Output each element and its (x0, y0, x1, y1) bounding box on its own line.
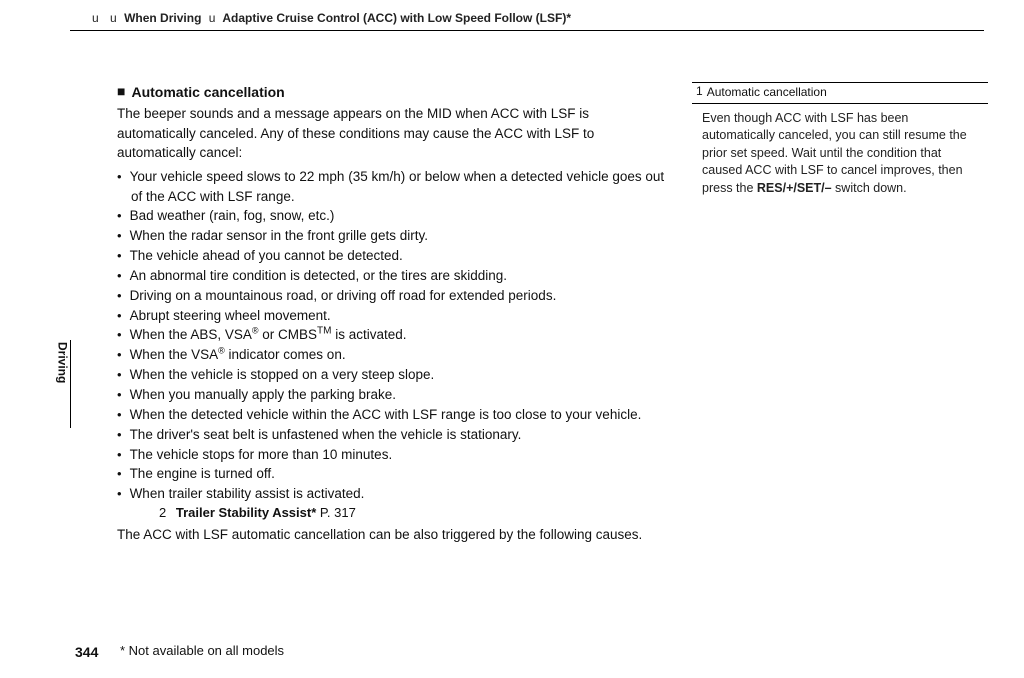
list-item: The engine is turned off. (117, 464, 665, 484)
breadcrumb-sep: u (209, 11, 216, 25)
sidebar-title: Automatic cancellation (707, 85, 827, 99)
list-item: Your vehicle speed slows to 22 mph (35 k… (117, 167, 665, 206)
breadcrumb-when-driving: When Driving (124, 11, 201, 25)
list-item: An abnormal tire condition is detected, … (117, 266, 665, 286)
list-item: When the vehicle is stopped on a very st… (117, 365, 665, 385)
sidebar-title-row: 1 Automatic cancellation (692, 82, 988, 104)
list-item: Driving on a mountainous road, or drivin… (117, 286, 665, 306)
list-item: When the VSA® indicator comes on. (117, 345, 665, 365)
list-item: The vehicle ahead of you cannot be detec… (117, 246, 665, 266)
list-item: When the detected vehicle within the ACC… (117, 405, 665, 425)
list-item: When you manually apply the parking brak… (117, 385, 665, 405)
page-number: 344 (75, 642, 98, 662)
breadcrumb-sep: u (92, 11, 99, 25)
list-item: When the ABS, VSA® or CMBSTM is activate… (117, 325, 665, 345)
heading-square-icon: ■ (117, 81, 125, 101)
sidebar-body: Even though ACC with LSF has been automa… (692, 104, 988, 204)
list-item: Abrupt steering wheel movement. (117, 306, 665, 326)
list-item: When trailer stability assist is activat… (117, 484, 665, 504)
xref-arrow-icon: 2 (159, 505, 166, 520)
main-content: ■ Automatic cancellation The beeper sound… (117, 82, 665, 544)
sidebar-body-bold: RES/+/SET/– (757, 181, 832, 195)
list-item: When the radar sensor in the front grill… (117, 226, 665, 246)
list-item: The driver's seat belt is unfastened whe… (117, 425, 665, 445)
header-rule (70, 30, 984, 31)
cross-reference: 2 Trailer Stability Assist* P. 317 (159, 504, 665, 523)
list-item: Bad weather (rain, fog, snow, etc.) (117, 206, 665, 226)
heading-text: Automatic cancellation (131, 84, 284, 100)
xref-page: P. 317 (320, 505, 356, 520)
cancellation-conditions-list: Your vehicle speed slows to 22 mph (35 k… (117, 167, 665, 504)
footnote: * Not available on all models (120, 642, 284, 661)
side-tab-label: Driving (53, 342, 70, 383)
list-item: The vehicle stops for more than 10 minut… (117, 445, 665, 465)
breadcrumb-acc-title: Adaptive Cruise Control (ACC) with Low S… (222, 11, 571, 25)
breadcrumb: u u When Driving u Adaptive Cruise Contr… (88, 10, 571, 27)
breadcrumb-sep: u (110, 11, 117, 25)
xref-title: Trailer Stability Assist* (176, 505, 316, 520)
closing-paragraph: The ACC with LSF automatic cancellation … (117, 525, 665, 545)
intro-paragraph: The beeper sounds and a message appears … (117, 104, 665, 163)
section-heading: ■ Automatic cancellation (117, 82, 665, 102)
sidebar-caret-icon: 1 (696, 83, 703, 100)
sidebar-body-post: switch down. (832, 181, 907, 195)
sidebar-note: 1 Automatic cancellation Even though ACC … (692, 82, 988, 203)
